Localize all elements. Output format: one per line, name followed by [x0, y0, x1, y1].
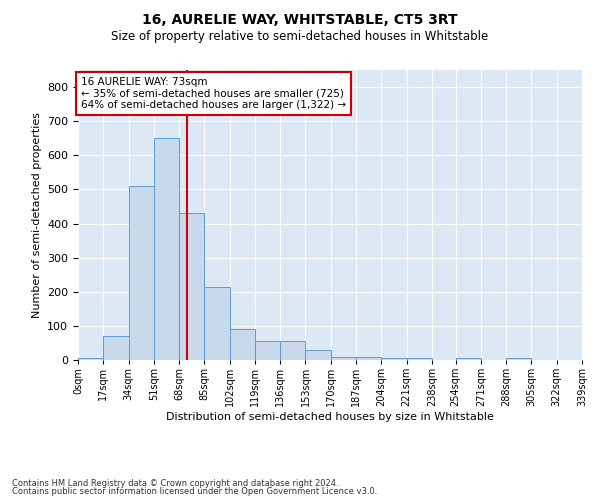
Bar — [506, 358, 532, 360]
Bar — [356, 356, 381, 360]
Y-axis label: Number of semi-detached properties: Number of semi-detached properties — [32, 112, 41, 318]
Bar — [305, 350, 331, 360]
Bar — [78, 358, 103, 360]
Text: Size of property relative to semi-detached houses in Whitstable: Size of property relative to semi-detach… — [112, 30, 488, 43]
Bar — [230, 330, 255, 360]
Bar — [407, 358, 432, 360]
Bar — [103, 336, 128, 360]
Bar — [128, 186, 154, 360]
Text: 16 AURELIE WAY: 73sqm
← 35% of semi-detached houses are smaller (725)
64% of sem: 16 AURELIE WAY: 73sqm ← 35% of semi-deta… — [81, 77, 346, 110]
Bar — [331, 356, 356, 360]
Bar — [455, 358, 481, 360]
X-axis label: Distribution of semi-detached houses by size in Whitstable: Distribution of semi-detached houses by … — [166, 412, 494, 422]
Bar — [255, 341, 280, 360]
Bar — [280, 341, 305, 360]
Text: Contains public sector information licensed under the Open Government Licence v3: Contains public sector information licen… — [12, 487, 377, 496]
Text: Contains HM Land Registry data © Crown copyright and database right 2024.: Contains HM Land Registry data © Crown c… — [12, 478, 338, 488]
Bar — [154, 138, 179, 360]
Bar — [179, 214, 205, 360]
Bar — [381, 358, 407, 360]
Text: 16, AURELIE WAY, WHITSTABLE, CT5 3RT: 16, AURELIE WAY, WHITSTABLE, CT5 3RT — [142, 12, 458, 26]
Bar — [205, 286, 230, 360]
